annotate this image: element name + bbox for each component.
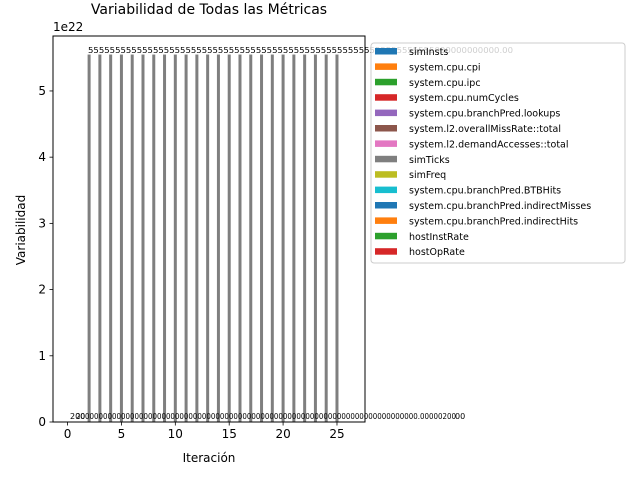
- legend-swatch: [375, 125, 397, 132]
- bar: [195, 54, 199, 422]
- legend-label: system.cpu.ipc: [409, 78, 481, 89]
- chart-title: Variabilidad de Todas las Métricas: [91, 2, 327, 18]
- y-tick-label: 0: [38, 415, 46, 429]
- bar: [206, 54, 210, 422]
- legend-swatch: [375, 94, 397, 101]
- x-tick-label: 25: [329, 427, 344, 441]
- legend-swatch: [375, 171, 397, 178]
- legend-label: simInsts: [409, 47, 448, 58]
- legend-label: system.cpu.branchPred.lookups: [409, 109, 560, 120]
- x-tick-label: 20: [275, 427, 290, 441]
- x-ticks: 0 5 10 15 20 25: [64, 422, 345, 441]
- x-tick-label: 0: [64, 427, 72, 441]
- y-tick-label: 5: [38, 84, 46, 98]
- legend-label: simFreq: [409, 170, 446, 181]
- legend-label: system.l2.demandAccesses::total: [409, 139, 569, 150]
- legend: simInsts system.cpu.cpi system.cpu.ipc syst…: [370, 42, 626, 264]
- bar: [130, 54, 134, 422]
- bar: [227, 54, 231, 422]
- y-ticks: 0 1 2 3 4 5: [38, 84, 53, 429]
- legend-swatch: [375, 217, 397, 224]
- bar: [109, 54, 113, 422]
- bar: [216, 54, 220, 422]
- data-labels-layer: 5555555555555555555555555555555555555555…: [70, 46, 513, 421]
- legend-label: system.cpu.cpi: [409, 62, 481, 73]
- legend-swatch: [375, 232, 397, 240]
- legend-label: system.cpu.numCycles: [409, 93, 519, 104]
- bar: [249, 54, 253, 422]
- legend-label: hostOpRate: [409, 247, 465, 258]
- bar: [281, 54, 285, 422]
- x-axis-label: Iteración: [183, 451, 236, 465]
- y-tick-label: 2: [38, 283, 46, 297]
- legend-label: system.cpu.branchPred.indirectHits: [409, 216, 578, 227]
- plot-frame: [52, 35, 366, 423]
- legend-swatch: [375, 248, 397, 255]
- legend-swatch: [375, 140, 397, 147]
- data-label-bottom-stub: 200: [70, 412, 85, 421]
- legend-swatch: [375, 63, 397, 70]
- legend-label: simTicks: [409, 155, 450, 166]
- x-tick-label: 10: [168, 427, 183, 441]
- x-tick-label: 5: [118, 427, 126, 441]
- legend-label: system.cpu.branchPred.indirectMisses: [409, 201, 591, 212]
- data-label-bottom-tail: 00: [455, 412, 465, 421]
- data-label-bottom: 2000000000000000000000000000000000000000…: [76, 412, 456, 421]
- legend-swatch: [375, 202, 397, 209]
- y-offset-label: 1e22: [53, 20, 83, 34]
- legend-swatch: [375, 109, 397, 117]
- legend-label: hostInstRate: [409, 232, 469, 243]
- legend-swatch: [375, 186, 397, 194]
- x-tick-label: 15: [222, 427, 237, 441]
- bar: [152, 54, 156, 422]
- bar: [163, 54, 167, 422]
- bar: [98, 54, 102, 422]
- bar: [238, 54, 242, 422]
- bar: [184, 54, 188, 422]
- legend-label: system.l2.overallMissRate::total: [409, 124, 561, 135]
- bar: [303, 54, 307, 422]
- bars-layer: [87, 54, 339, 422]
- legend-swatch: [375, 48, 397, 55]
- data-label-top: 5555555555555555555555555555555555555555…: [88, 46, 513, 55]
- y-axis-label: Variabilidad: [14, 195, 28, 265]
- bar: [335, 54, 339, 422]
- bar: [324, 54, 328, 422]
- legend-swatch: [375, 155, 397, 163]
- y-tick-label: 4: [38, 150, 46, 164]
- y-tick-label: 1: [38, 349, 46, 363]
- legend-box: [370, 42, 626, 264]
- bar: [270, 54, 274, 422]
- y-tick-label: 3: [38, 216, 46, 230]
- bar: [141, 54, 145, 422]
- legend-label: system.cpu.branchPred.BTBHits: [409, 186, 561, 197]
- bar: [292, 54, 296, 422]
- bar: [313, 54, 317, 422]
- bar: [119, 54, 123, 422]
- bar: [173, 54, 177, 422]
- bar: [260, 54, 264, 422]
- legend-swatch: [375, 78, 397, 86]
- bar: [87, 54, 91, 422]
